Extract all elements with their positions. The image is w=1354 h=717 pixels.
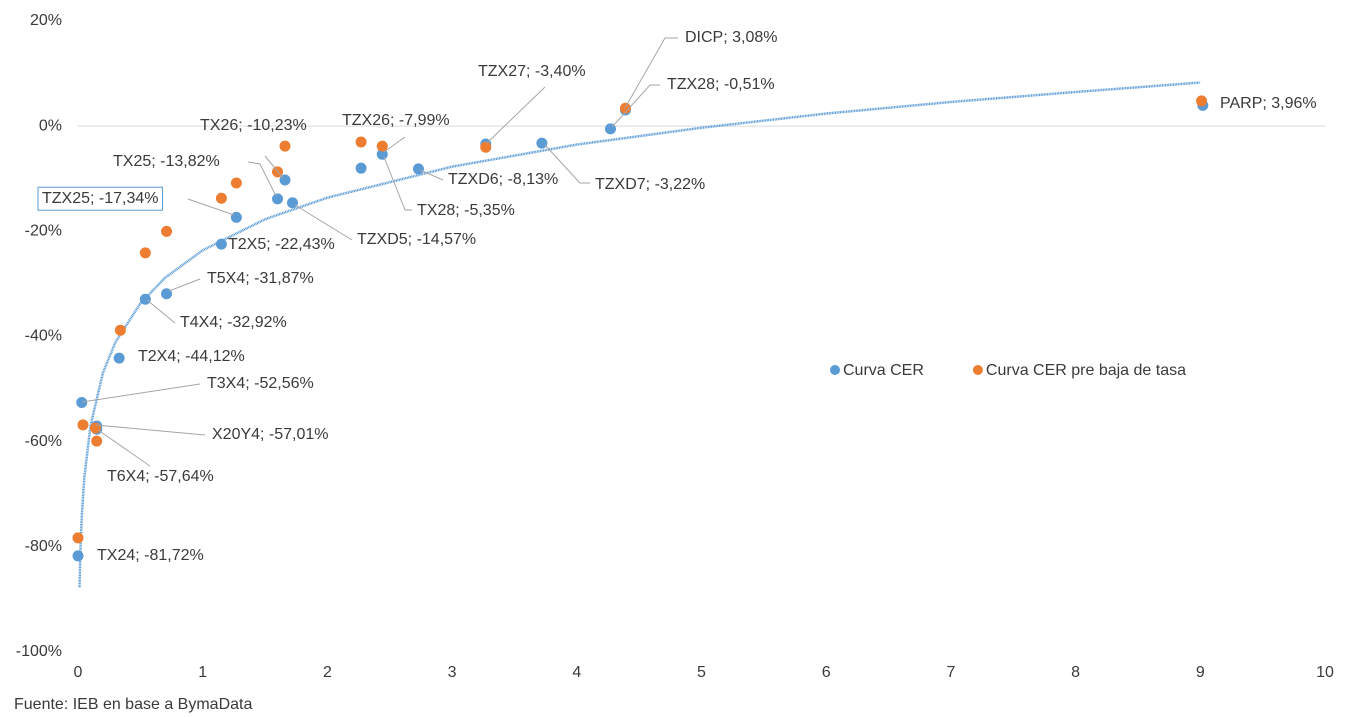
x-tick-label: 7 xyxy=(946,664,955,681)
data-label: DICP; 3,08% xyxy=(685,29,777,46)
x-tick-label: 6 xyxy=(822,664,831,681)
scatter-point xyxy=(161,225,173,237)
leader-line xyxy=(383,156,412,211)
data-label: TZX27; -3,40% xyxy=(478,63,586,80)
scatter-point xyxy=(114,324,126,336)
leader-line xyxy=(187,198,235,216)
scatter-point xyxy=(161,288,173,300)
scatter-point xyxy=(89,422,101,434)
data-label: TZXD7; -3,22% xyxy=(595,176,705,193)
leader-line xyxy=(97,429,151,467)
data-label: TZXD5; -14,57% xyxy=(357,231,476,248)
leader-line xyxy=(264,155,284,179)
x-tick-label: 9 xyxy=(1196,664,1205,681)
scatter-point xyxy=(412,163,424,175)
data-label: X20Y4; -57,01% xyxy=(212,426,329,443)
scatter-point xyxy=(355,162,367,174)
x-tick-label: 3 xyxy=(448,664,457,681)
x-tick-label: 1 xyxy=(198,664,207,681)
scatter-point xyxy=(139,293,151,305)
y-tick-label: -20% xyxy=(25,223,62,240)
scatter-point xyxy=(72,532,84,544)
x-tick-label: 8 xyxy=(1071,664,1080,681)
y-tick-label: 20% xyxy=(30,12,62,29)
leader-line xyxy=(624,37,678,109)
scatter-point xyxy=(376,140,388,152)
data-label: TZX26; -7,99% xyxy=(342,112,450,129)
y-tick-label: 0% xyxy=(39,117,62,134)
leader-line xyxy=(611,84,660,128)
data-label: T4X4; -32,92% xyxy=(180,314,287,331)
legend-marker xyxy=(972,365,983,375)
leader-line xyxy=(486,86,546,144)
data-label: PARP; 3,96% xyxy=(1220,95,1317,112)
scatter-point xyxy=(215,238,227,250)
data-label: T2X5; -22,43% xyxy=(228,236,335,253)
data-label: T5X4; -31,87% xyxy=(207,270,314,287)
leader-line xyxy=(168,278,201,292)
x-tick-label: 2 xyxy=(323,664,332,681)
data-label: TZXD6; -8,13% xyxy=(448,171,558,188)
scatter-point xyxy=(355,136,367,148)
scatter-point xyxy=(619,102,631,114)
data-label: T2X4; -44,12% xyxy=(138,348,245,365)
data-label: T3X4; -52,56% xyxy=(207,375,314,392)
scatter-point xyxy=(230,177,242,189)
y-tick-label: -40% xyxy=(25,328,62,345)
scatter-point xyxy=(230,211,242,223)
data-label: TX26; -10,23% xyxy=(200,117,307,134)
scatter-point xyxy=(91,435,103,447)
data-label: T6X4; -57,64% xyxy=(107,468,214,485)
x-tick-label: 5 xyxy=(697,664,706,681)
legend-label: Curva CER xyxy=(843,362,924,379)
scatter-point xyxy=(76,397,88,409)
scatter-point xyxy=(536,137,548,149)
scatter-point xyxy=(77,419,89,431)
scatter-point xyxy=(286,197,298,209)
leader-line xyxy=(294,204,353,241)
x-tick-label: 4 xyxy=(572,664,581,681)
data-label: TZX28; -0,51% xyxy=(667,76,775,93)
trendline xyxy=(78,81,1201,588)
data-label: TZX25; -17,34% xyxy=(42,190,159,207)
scatter-point xyxy=(72,550,84,562)
leader-line xyxy=(383,136,406,153)
x-tick-label: 10 xyxy=(1316,664,1334,681)
scatter-point xyxy=(1196,95,1208,107)
leader-line xyxy=(419,169,444,181)
y-tick-label: -80% xyxy=(25,538,62,555)
legend-label: Curva CER pre baja de tasa xyxy=(986,362,1186,379)
leader-line xyxy=(247,161,277,197)
data-label: TX24; -81,72% xyxy=(97,547,204,564)
legend-marker xyxy=(830,365,840,375)
x-tick-label: 0 xyxy=(74,664,83,681)
leader-line xyxy=(146,299,176,324)
scatter-point xyxy=(113,352,125,364)
scatter-point xyxy=(279,140,291,152)
y-tick-label: -100% xyxy=(16,643,62,660)
scatter-point xyxy=(139,247,151,259)
scatter-point xyxy=(272,193,284,205)
source-note: Fuente: IEB en base a BymaData xyxy=(14,696,252,713)
label-box xyxy=(37,186,163,211)
y-tick-label: -60% xyxy=(25,433,62,450)
leader-line xyxy=(95,424,206,436)
data-label: TX28; -5,35% xyxy=(417,202,515,219)
scatter-point xyxy=(215,192,227,204)
scatter-point xyxy=(480,141,492,153)
data-label: TX25; -13,82% xyxy=(113,153,220,170)
leader-line xyxy=(81,383,201,403)
leader-line xyxy=(544,144,590,184)
